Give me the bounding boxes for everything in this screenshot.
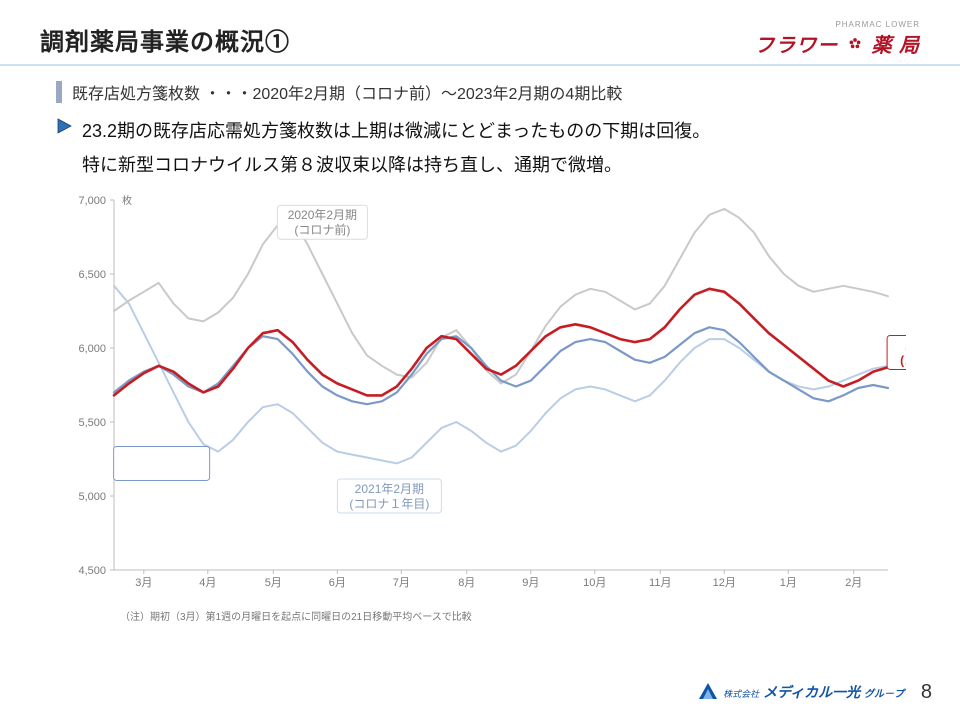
svg-text:4月: 4月	[199, 577, 216, 589]
footer-logo-suffix: グル－プ	[864, 689, 904, 700]
svg-text:枚: 枚	[122, 194, 132, 207]
svg-text:11月: 11月	[649, 577, 671, 589]
brand-main-right: 薬 局	[871, 35, 920, 57]
svg-text:7月: 7月	[393, 577, 410, 589]
chart-svg: 4,500 5,000 5,500 6,000 6,500 7,000 枚 3月 4月 5月 6月 7…	[56, 186, 906, 606]
footer-logo: 株式会社 メディカル一光 グル－プ	[699, 682, 904, 702]
bullet: 23.2期の既存店応需処方箋枚数は上期は微減にとどまったものの下期は回復。特に新…	[56, 114, 904, 182]
footer-logo-main: メディカル一光	[763, 684, 860, 700]
svg-text:9月: 9月	[522, 577, 539, 589]
title-rule	[0, 64, 960, 66]
footer-logo-prefix: 株式会社	[723, 689, 759, 699]
play-icon	[56, 118, 72, 134]
subhead-text: 既存店処方箋枚数 ・・・2020年2月期（コロナ前）～2023年2月期の4期比較	[72, 80, 622, 104]
brand-logo: PHARMAC LOWER フラワー 薬 局	[754, 20, 920, 58]
brand-main-left: フラワー	[754, 35, 838, 57]
page-number: 8	[921, 681, 932, 704]
subhead: 既存店処方箋枚数 ・・・2020年2月期（コロナ前）～2023年2月期の4期比較	[56, 80, 904, 104]
subhead-bar	[56, 81, 62, 103]
svg-text:2021年2月期: 2021年2月期	[355, 482, 424, 496]
svg-text:2022年2月期: 2022年2月期	[127, 450, 196, 464]
svg-text:2020年2月期: 2020年2月期	[288, 209, 357, 223]
brand-main: フラワー 薬 局	[754, 29, 920, 58]
svg-text:6月: 6月	[329, 577, 346, 589]
svg-text:2023年2月期: 2023年2月期	[905, 338, 906, 353]
svg-text:6,500: 6,500	[78, 269, 106, 281]
svg-text:6,000: 6,000	[78, 343, 106, 355]
svg-text:4,500: 4,500	[78, 565, 106, 577]
svg-text:2月: 2月	[845, 577, 862, 589]
svg-text:5,000: 5,000	[78, 491, 106, 503]
triangle-icon	[699, 683, 717, 702]
svg-text:1月: 1月	[780, 577, 797, 589]
svg-text:(コロナ前): (コロナ前)	[294, 223, 350, 238]
svg-text:(コロナ１年目): (コロナ１年目)	[349, 497, 429, 511]
svg-text:10月: 10月	[583, 577, 606, 589]
svg-text:7,000: 7,000	[78, 195, 106, 207]
svg-text:(コロナ2年目): (コロナ2年目)	[124, 465, 199, 479]
chart-footnote: （注）期初（3月）第1週の月曜日を起点に同曜日の21日移動平均ベースで比較	[120, 608, 920, 623]
bullet-text: 23.2期の既存店応需処方箋枚数は上期は微減にとどまったものの下期は回復。特に新…	[82, 114, 710, 182]
svg-text:5月: 5月	[265, 577, 282, 589]
page-title: 調剤薬局事業の概況①	[40, 22, 290, 57]
flower-icon	[847, 35, 863, 51]
svg-text:8月: 8月	[458, 577, 475, 589]
line-chart: 4,500 5,000 5,500 6,000 6,500 7,000 枚 3月 4月 5月 6月 7…	[56, 186, 920, 623]
svg-text:(コロナ３年目): (コロナ３年目)	[900, 353, 906, 368]
svg-text:3月: 3月	[135, 577, 152, 589]
svg-text:5,500: 5,500	[78, 417, 106, 429]
brand-sub: PHARMAC LOWER	[754, 20, 920, 29]
svg-text:12月: 12月	[713, 577, 736, 589]
